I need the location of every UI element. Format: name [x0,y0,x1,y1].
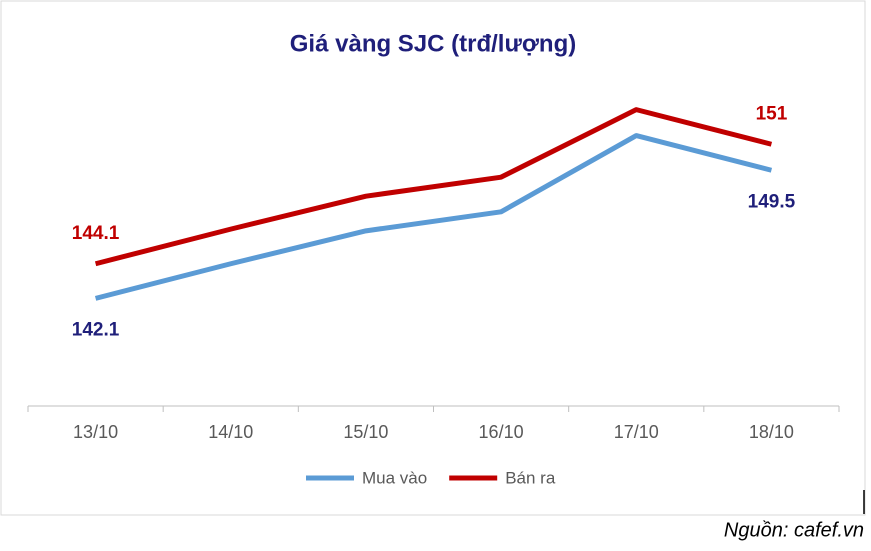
source-note: Nguồn: cafef.vn [724,519,864,541]
data-label: 151 [756,103,788,124]
legend-label: Mua vào [362,468,427,487]
x-tick-label: 16/10 [479,422,524,442]
x-tick-label: 14/10 [208,422,253,442]
x-tick-label: 17/10 [614,422,659,442]
x-tick-label: 13/10 [73,422,118,442]
data-label: 142.1 [72,319,120,340]
chart-frame [0,0,866,516]
series-line [94,107,773,267]
chart-title: Giá vàng SJC (trđ/lượng) [290,30,576,57]
x-tick-label: 15/10 [343,422,388,442]
legend-label: Bán ra [505,468,556,487]
x-tick-label: 18/10 [749,422,794,442]
series-line [94,133,773,301]
data-label: 144.1 [72,223,120,244]
data-label: 149.5 [748,191,796,212]
